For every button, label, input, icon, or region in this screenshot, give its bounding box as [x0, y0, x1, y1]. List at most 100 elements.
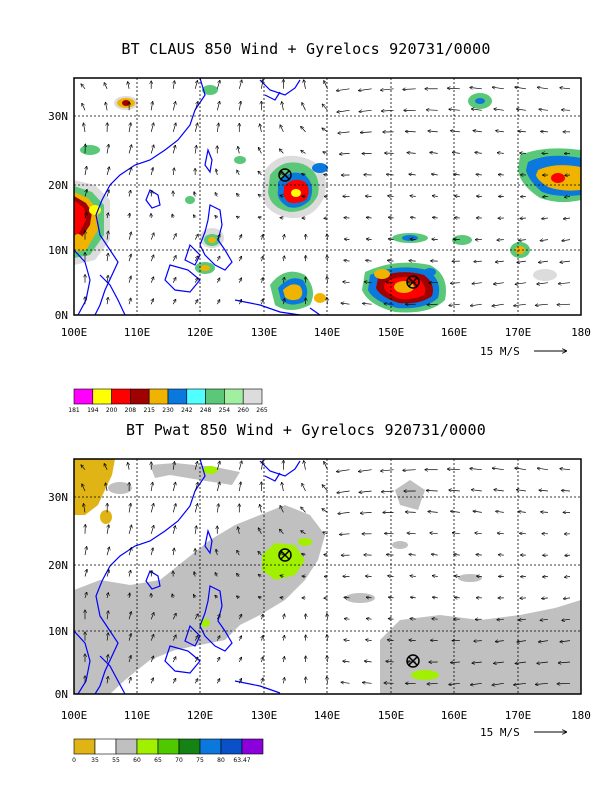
bottom-panel-title: BT Pwat 850 Wind + Gyrelocs 920731/0000: [126, 421, 486, 439]
colorbar-label: 265: [256, 407, 268, 414]
wind-vector: [217, 300, 219, 305]
wind-vector: [359, 110, 372, 111]
wind-vector: [194, 256, 198, 262]
wind-vector: [542, 218, 548, 219]
wind-vector: [411, 217, 416, 218]
wind-vector: [406, 131, 416, 132]
colorbar-label: 248: [200, 407, 212, 414]
wind-vector: [432, 619, 438, 620]
wind-vector: [304, 80, 306, 89]
wind-vector: [151, 571, 152, 577]
wind-vector: [301, 127, 306, 133]
wind-vector: [283, 235, 284, 240]
bottom-map-frame: [73, 458, 582, 695]
lat-label: 20N: [48, 179, 68, 192]
wind-vector: [194, 81, 197, 89]
lat-label: 30N: [48, 110, 68, 123]
wind-vector: [107, 276, 108, 283]
wind-vector: [304, 461, 306, 470]
wind-vector: [217, 257, 219, 262]
wind-vector: [107, 611, 108, 620]
wind-vector: [562, 110, 571, 111]
wind-vector: [172, 123, 176, 133]
wind-vector: [129, 232, 131, 240]
colorbar-label: 260: [237, 407, 249, 414]
wind-vector: [518, 131, 526, 132]
wind-vector: [472, 662, 482, 663]
wind-vector: [427, 304, 438, 305]
colorbar-swatch: [224, 388, 244, 405]
lat-label: 20N: [48, 559, 68, 572]
wind-vector: [239, 257, 241, 262]
colorbar-label: 242: [181, 407, 193, 414]
wind-vector: [107, 525, 109, 534]
wind-vector: [322, 128, 328, 133]
wind-vector: [107, 677, 108, 684]
wind-vector: [173, 679, 175, 684]
wind-vector: [367, 597, 372, 598]
wind-vector: [239, 482, 241, 492]
colorbar-label: 65: [154, 757, 162, 764]
top-grid: [74, 78, 581, 315]
claus-colorbar: 181 194 200 208 215 230 242 248 254 260 265: [68, 388, 268, 414]
wind-vector: [261, 299, 263, 305]
wind-vector: [172, 234, 176, 240]
colorbar-swatch: [186, 388, 206, 405]
wind-vector: [455, 196, 460, 197]
wind-vector: [283, 636, 284, 641]
wind-vector: [366, 260, 372, 261]
wind-vector: [494, 490, 504, 491]
wind-vector: [381, 89, 394, 90]
colorbar-label: 208: [125, 407, 137, 414]
wind-vector: [194, 278, 198, 283]
wind-vector: [494, 283, 504, 284]
lon-label: 140E: [314, 709, 341, 722]
wind-vector: [475, 152, 482, 153]
colorbar-swatch: [115, 738, 138, 755]
wind-vector: [474, 261, 482, 262]
wind-vector: [81, 84, 86, 90]
wind-vector: [259, 217, 262, 218]
top-cloud-shading: [74, 85, 581, 313]
wind-vector: [409, 174, 416, 175]
wind-vector: [173, 548, 174, 556]
wind-vector: [261, 278, 263, 283]
lon-label: 130E: [251, 326, 278, 339]
wind-vector: [565, 197, 571, 198]
wind-vector: [216, 482, 219, 492]
colorbar-swatch: [111, 388, 131, 405]
wind-vector: [411, 597, 416, 598]
colorbar-swatch: [220, 738, 243, 755]
wind-vector: [107, 633, 108, 641]
wind-vector: [215, 216, 217, 218]
wind-vector: [194, 215, 196, 218]
wind-vector: [128, 525, 131, 534]
wind-vector: [338, 132, 350, 133]
wind-vector: [389, 217, 394, 218]
wind-vector: [301, 507, 306, 513]
wind-vector: [194, 504, 197, 513]
wind-vector: [172, 102, 175, 111]
wind-vector: [454, 554, 460, 555]
wind-vector: [151, 277, 153, 283]
wind-vector: [496, 641, 504, 642]
wind-vector: [327, 298, 328, 305]
wind-vector: [129, 634, 131, 641]
wind-vector: [172, 526, 175, 534]
lon-label: 160E: [441, 709, 468, 722]
wind-vector: [194, 192, 195, 197]
wind-vector: [340, 534, 350, 535]
wind-vector: [195, 679, 198, 684]
wind-vector: [322, 485, 328, 492]
wind-vector: [323, 532, 328, 534]
wind-vector: [301, 531, 306, 535]
wind-vector: [497, 240, 504, 241]
wind-vector: [517, 261, 526, 262]
wind-vector: [389, 597, 394, 598]
wind-vector: [338, 512, 350, 513]
lon-label: 140E: [314, 326, 341, 339]
wind-vector: [195, 146, 196, 154]
wind-vector: [239, 300, 241, 305]
wind-vector: [475, 533, 482, 534]
